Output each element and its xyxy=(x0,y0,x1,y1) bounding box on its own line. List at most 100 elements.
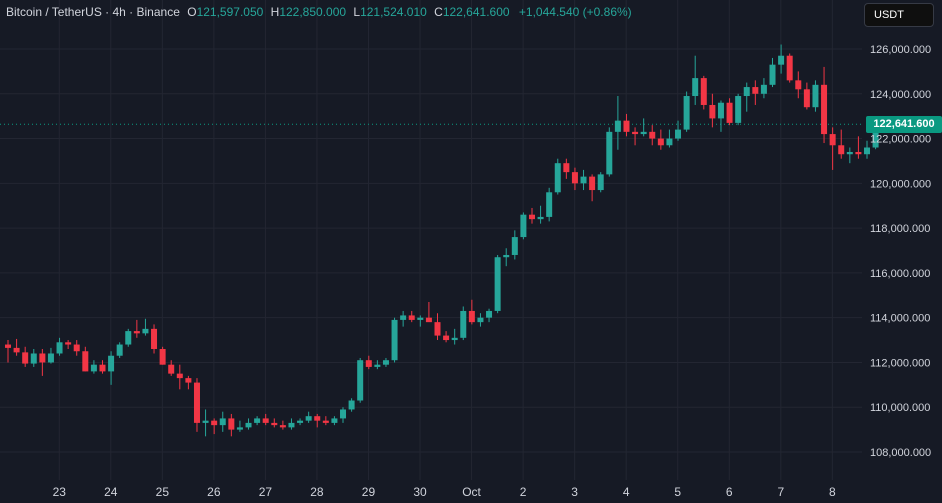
candle xyxy=(520,212,527,240)
candle xyxy=(606,127,613,177)
candle xyxy=(391,317,398,363)
candle-body xyxy=(331,418,338,423)
time-tick-label: 29 xyxy=(362,485,376,499)
high-value: 122,850.000 xyxy=(279,5,347,19)
candle xyxy=(821,66,828,144)
candle-body xyxy=(108,355,115,372)
candle xyxy=(279,420,286,430)
candle-body xyxy=(649,131,656,139)
candle xyxy=(314,413,321,428)
candle xyxy=(554,158,561,195)
price-tick-label: 120,000.000 xyxy=(870,178,931,190)
candle-body xyxy=(288,422,295,428)
candle xyxy=(348,398,355,412)
candle xyxy=(297,418,304,426)
candle xyxy=(838,129,845,159)
candle xyxy=(812,80,819,112)
time-tick-label: 23 xyxy=(53,485,67,499)
price-axis[interactable]: 108,000.000 110,000.000 112,000.000 114,000… xyxy=(870,44,931,459)
candle xyxy=(365,355,372,370)
candle xyxy=(571,167,578,191)
candle-body xyxy=(460,310,467,338)
candle-body xyxy=(297,420,304,423)
candle xyxy=(151,324,158,354)
candle xyxy=(133,319,140,338)
candle xyxy=(580,169,587,191)
candle xyxy=(228,413,235,437)
candle-body xyxy=(597,174,604,191)
candle xyxy=(30,349,37,367)
time-axis[interactable]: 23 24 25 26 27 28 29 30 Oct 2 3 4 5 6 7 8 xyxy=(53,485,836,499)
candle-body xyxy=(571,172,578,184)
candle xyxy=(649,125,656,146)
candle-body xyxy=(185,378,192,383)
candle-body xyxy=(357,360,364,401)
candle-body xyxy=(614,120,621,132)
candle xyxy=(537,205,544,224)
candle-body xyxy=(675,129,682,139)
candle xyxy=(288,418,295,430)
candle xyxy=(528,207,535,224)
candle xyxy=(168,360,175,376)
candle xyxy=(803,82,810,110)
candle xyxy=(829,127,836,170)
candle xyxy=(769,57,776,88)
candle-body xyxy=(632,131,639,135)
candle xyxy=(99,360,106,374)
candle-body xyxy=(743,87,750,97)
candle-body xyxy=(692,78,699,97)
candle xyxy=(417,315,424,327)
time-tick-label: 26 xyxy=(207,485,221,499)
time-tick-label: 27 xyxy=(259,485,273,499)
candle-body xyxy=(142,328,149,334)
candle xyxy=(760,78,767,99)
close-label: C xyxy=(434,5,443,19)
candle-body xyxy=(116,344,123,356)
candle-body xyxy=(374,364,381,367)
candle-body xyxy=(640,131,647,135)
candle-body xyxy=(735,96,742,123)
time-tick-label: 2 xyxy=(520,485,527,499)
candle xyxy=(683,91,690,132)
candle xyxy=(271,418,278,428)
candle xyxy=(778,44,785,74)
candle xyxy=(726,98,733,126)
price-tick-label: 118,000.000 xyxy=(870,223,930,235)
candle-body xyxy=(486,310,493,318)
candle xyxy=(795,71,802,99)
candle-body xyxy=(90,364,97,372)
low-value: 121,524.010 xyxy=(360,5,427,19)
candle xyxy=(666,129,673,148)
candle xyxy=(82,346,89,372)
candle-body xyxy=(13,347,20,353)
candle-body xyxy=(864,147,870,155)
candle-body xyxy=(365,360,372,367)
price-tick-label: 116,000.000 xyxy=(870,268,930,280)
candle xyxy=(434,313,441,341)
candle-body xyxy=(786,55,793,81)
open-value: 121,597.050 xyxy=(196,5,264,19)
candle-body xyxy=(228,418,235,430)
price-tick-label: 108,000.000 xyxy=(870,447,931,459)
candle-body xyxy=(855,151,862,155)
candle-body xyxy=(340,409,347,419)
currency-button[interactable]: USDT xyxy=(864,3,934,27)
candle xyxy=(176,364,183,390)
candle-body xyxy=(795,80,802,90)
candle xyxy=(322,416,329,426)
last-price-badge: 122,641.600 xyxy=(866,116,942,133)
candle-body xyxy=(262,418,269,423)
candle-body xyxy=(511,237,518,255)
candle-body xyxy=(417,317,424,320)
candle-body xyxy=(425,317,432,323)
candle-body xyxy=(73,344,80,352)
candle-body xyxy=(322,420,329,423)
candle xyxy=(597,172,604,193)
candlestick-series xyxy=(5,44,879,437)
candle-body xyxy=(82,351,89,372)
candle xyxy=(443,331,450,343)
candle-body xyxy=(65,342,72,345)
candle xyxy=(56,337,63,356)
time-tick-label: 6 xyxy=(726,485,733,499)
